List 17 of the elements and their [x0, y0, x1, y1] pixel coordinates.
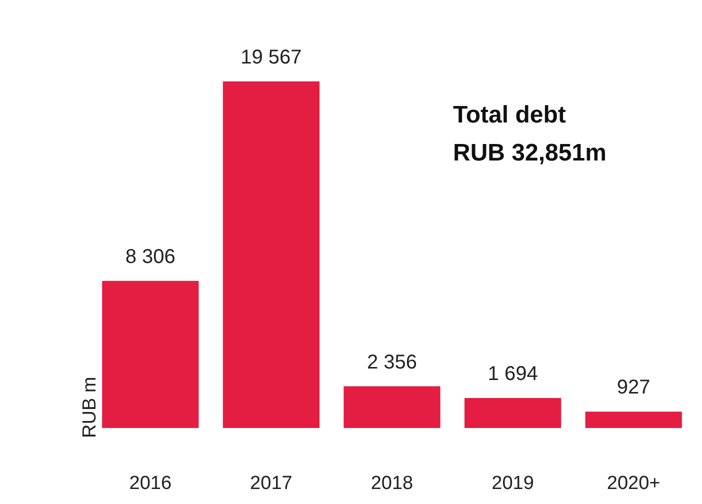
data-label: 19 567: [240, 46, 302, 68]
y-axis-title: RUB m: [80, 376, 100, 438]
x-tick-label: 2017: [250, 473, 292, 494]
data-label: 8 306: [125, 246, 176, 268]
x-tick-label: 2019: [492, 473, 534, 494]
data-label: 2 356: [366, 351, 418, 374]
data-label: 927: [616, 376, 650, 399]
bar: [222, 81, 320, 428]
bar: [344, 386, 440, 428]
bar: [585, 412, 682, 428]
annotation: Total debt RUB 32,851m: [453, 102, 606, 166]
x-tick-label: 2020+: [606, 473, 660, 494]
bar: [464, 398, 562, 428]
x-tick-label: 2018: [370, 473, 414, 494]
x-tick-label: 2016: [129, 473, 172, 494]
data-label: 1 694: [488, 362, 538, 385]
bar: [102, 280, 199, 428]
